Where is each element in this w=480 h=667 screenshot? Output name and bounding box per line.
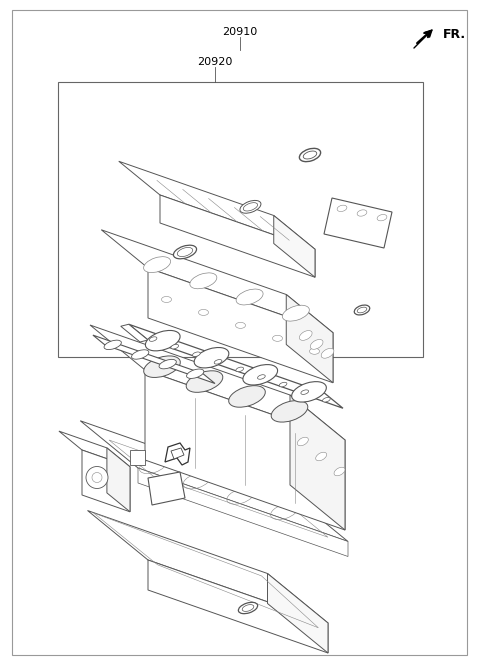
Ellipse shape: [132, 350, 149, 360]
Ellipse shape: [300, 331, 312, 340]
Ellipse shape: [194, 348, 229, 368]
Ellipse shape: [199, 309, 208, 315]
Ellipse shape: [297, 438, 308, 446]
Text: FR.: FR.: [443, 29, 466, 41]
Ellipse shape: [334, 468, 345, 476]
Ellipse shape: [321, 348, 334, 358]
Ellipse shape: [159, 360, 176, 369]
Polygon shape: [286, 295, 333, 383]
Ellipse shape: [357, 210, 367, 216]
Polygon shape: [121, 324, 148, 342]
Ellipse shape: [187, 369, 204, 378]
Ellipse shape: [273, 336, 283, 342]
Ellipse shape: [149, 337, 157, 342]
Polygon shape: [165, 443, 190, 465]
Ellipse shape: [161, 296, 171, 302]
Ellipse shape: [337, 205, 347, 211]
Ellipse shape: [240, 200, 261, 213]
Ellipse shape: [236, 289, 263, 305]
Ellipse shape: [354, 305, 370, 315]
Ellipse shape: [171, 344, 179, 349]
Polygon shape: [130, 450, 145, 465]
Ellipse shape: [282, 305, 309, 321]
Ellipse shape: [310, 348, 320, 354]
Polygon shape: [267, 574, 328, 653]
Ellipse shape: [310, 340, 323, 350]
Ellipse shape: [357, 307, 367, 313]
Ellipse shape: [239, 602, 258, 614]
Ellipse shape: [145, 330, 180, 351]
Ellipse shape: [323, 398, 330, 402]
Ellipse shape: [292, 382, 326, 402]
Ellipse shape: [316, 452, 327, 461]
Polygon shape: [93, 335, 215, 384]
Text: 20920: 20920: [197, 57, 233, 67]
Polygon shape: [324, 198, 392, 248]
Ellipse shape: [271, 401, 308, 422]
Polygon shape: [148, 472, 185, 505]
Ellipse shape: [186, 371, 223, 392]
Ellipse shape: [242, 604, 254, 612]
Ellipse shape: [303, 151, 317, 159]
Ellipse shape: [228, 386, 265, 408]
Polygon shape: [129, 324, 343, 408]
Ellipse shape: [300, 148, 321, 161]
Polygon shape: [148, 268, 333, 383]
Polygon shape: [82, 450, 130, 512]
Ellipse shape: [104, 340, 121, 350]
Polygon shape: [138, 468, 348, 556]
Ellipse shape: [236, 322, 245, 328]
Polygon shape: [160, 195, 315, 277]
Ellipse shape: [173, 245, 197, 259]
Polygon shape: [59, 431, 130, 467]
Ellipse shape: [258, 375, 265, 380]
Polygon shape: [87, 510, 328, 623]
Ellipse shape: [377, 215, 387, 221]
Ellipse shape: [177, 247, 192, 257]
Polygon shape: [274, 215, 315, 277]
Polygon shape: [101, 229, 333, 333]
Polygon shape: [171, 448, 184, 459]
Ellipse shape: [144, 257, 170, 273]
Text: 20910: 20910: [222, 27, 258, 37]
Polygon shape: [107, 448, 130, 512]
Polygon shape: [290, 395, 345, 530]
Ellipse shape: [86, 466, 108, 488]
Ellipse shape: [144, 356, 180, 378]
Ellipse shape: [192, 352, 200, 356]
Ellipse shape: [243, 203, 258, 211]
Ellipse shape: [236, 367, 243, 372]
Ellipse shape: [279, 382, 287, 387]
Polygon shape: [80, 421, 348, 542]
Ellipse shape: [190, 273, 217, 289]
Polygon shape: [119, 161, 315, 249]
Ellipse shape: [301, 390, 309, 394]
Ellipse shape: [214, 360, 222, 364]
Polygon shape: [90, 325, 345, 440]
Polygon shape: [145, 370, 345, 530]
Ellipse shape: [92, 472, 102, 482]
Ellipse shape: [243, 365, 277, 385]
Polygon shape: [148, 560, 328, 653]
